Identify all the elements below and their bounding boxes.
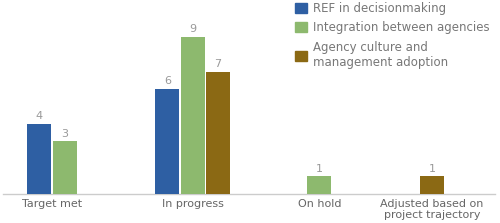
Bar (180, 37, 205, 194)
Bar (156, 89, 180, 194)
Text: 1: 1 (316, 164, 323, 174)
Bar (206, 72, 230, 194)
Text: 4: 4 (36, 111, 43, 121)
Legend: REF in decisionmaking, Integration between agencies, Agency culture and
manageme: REF in decisionmaking, Integration betwe… (295, 2, 490, 69)
Text: 1: 1 (428, 164, 436, 174)
Text: 9: 9 (189, 24, 196, 34)
Bar (28, 124, 52, 194)
Bar (308, 176, 332, 194)
Text: 3: 3 (61, 129, 68, 139)
Bar (420, 176, 444, 194)
Text: 6: 6 (164, 76, 171, 87)
Bar (52, 141, 76, 194)
Text: 7: 7 (214, 59, 222, 69)
